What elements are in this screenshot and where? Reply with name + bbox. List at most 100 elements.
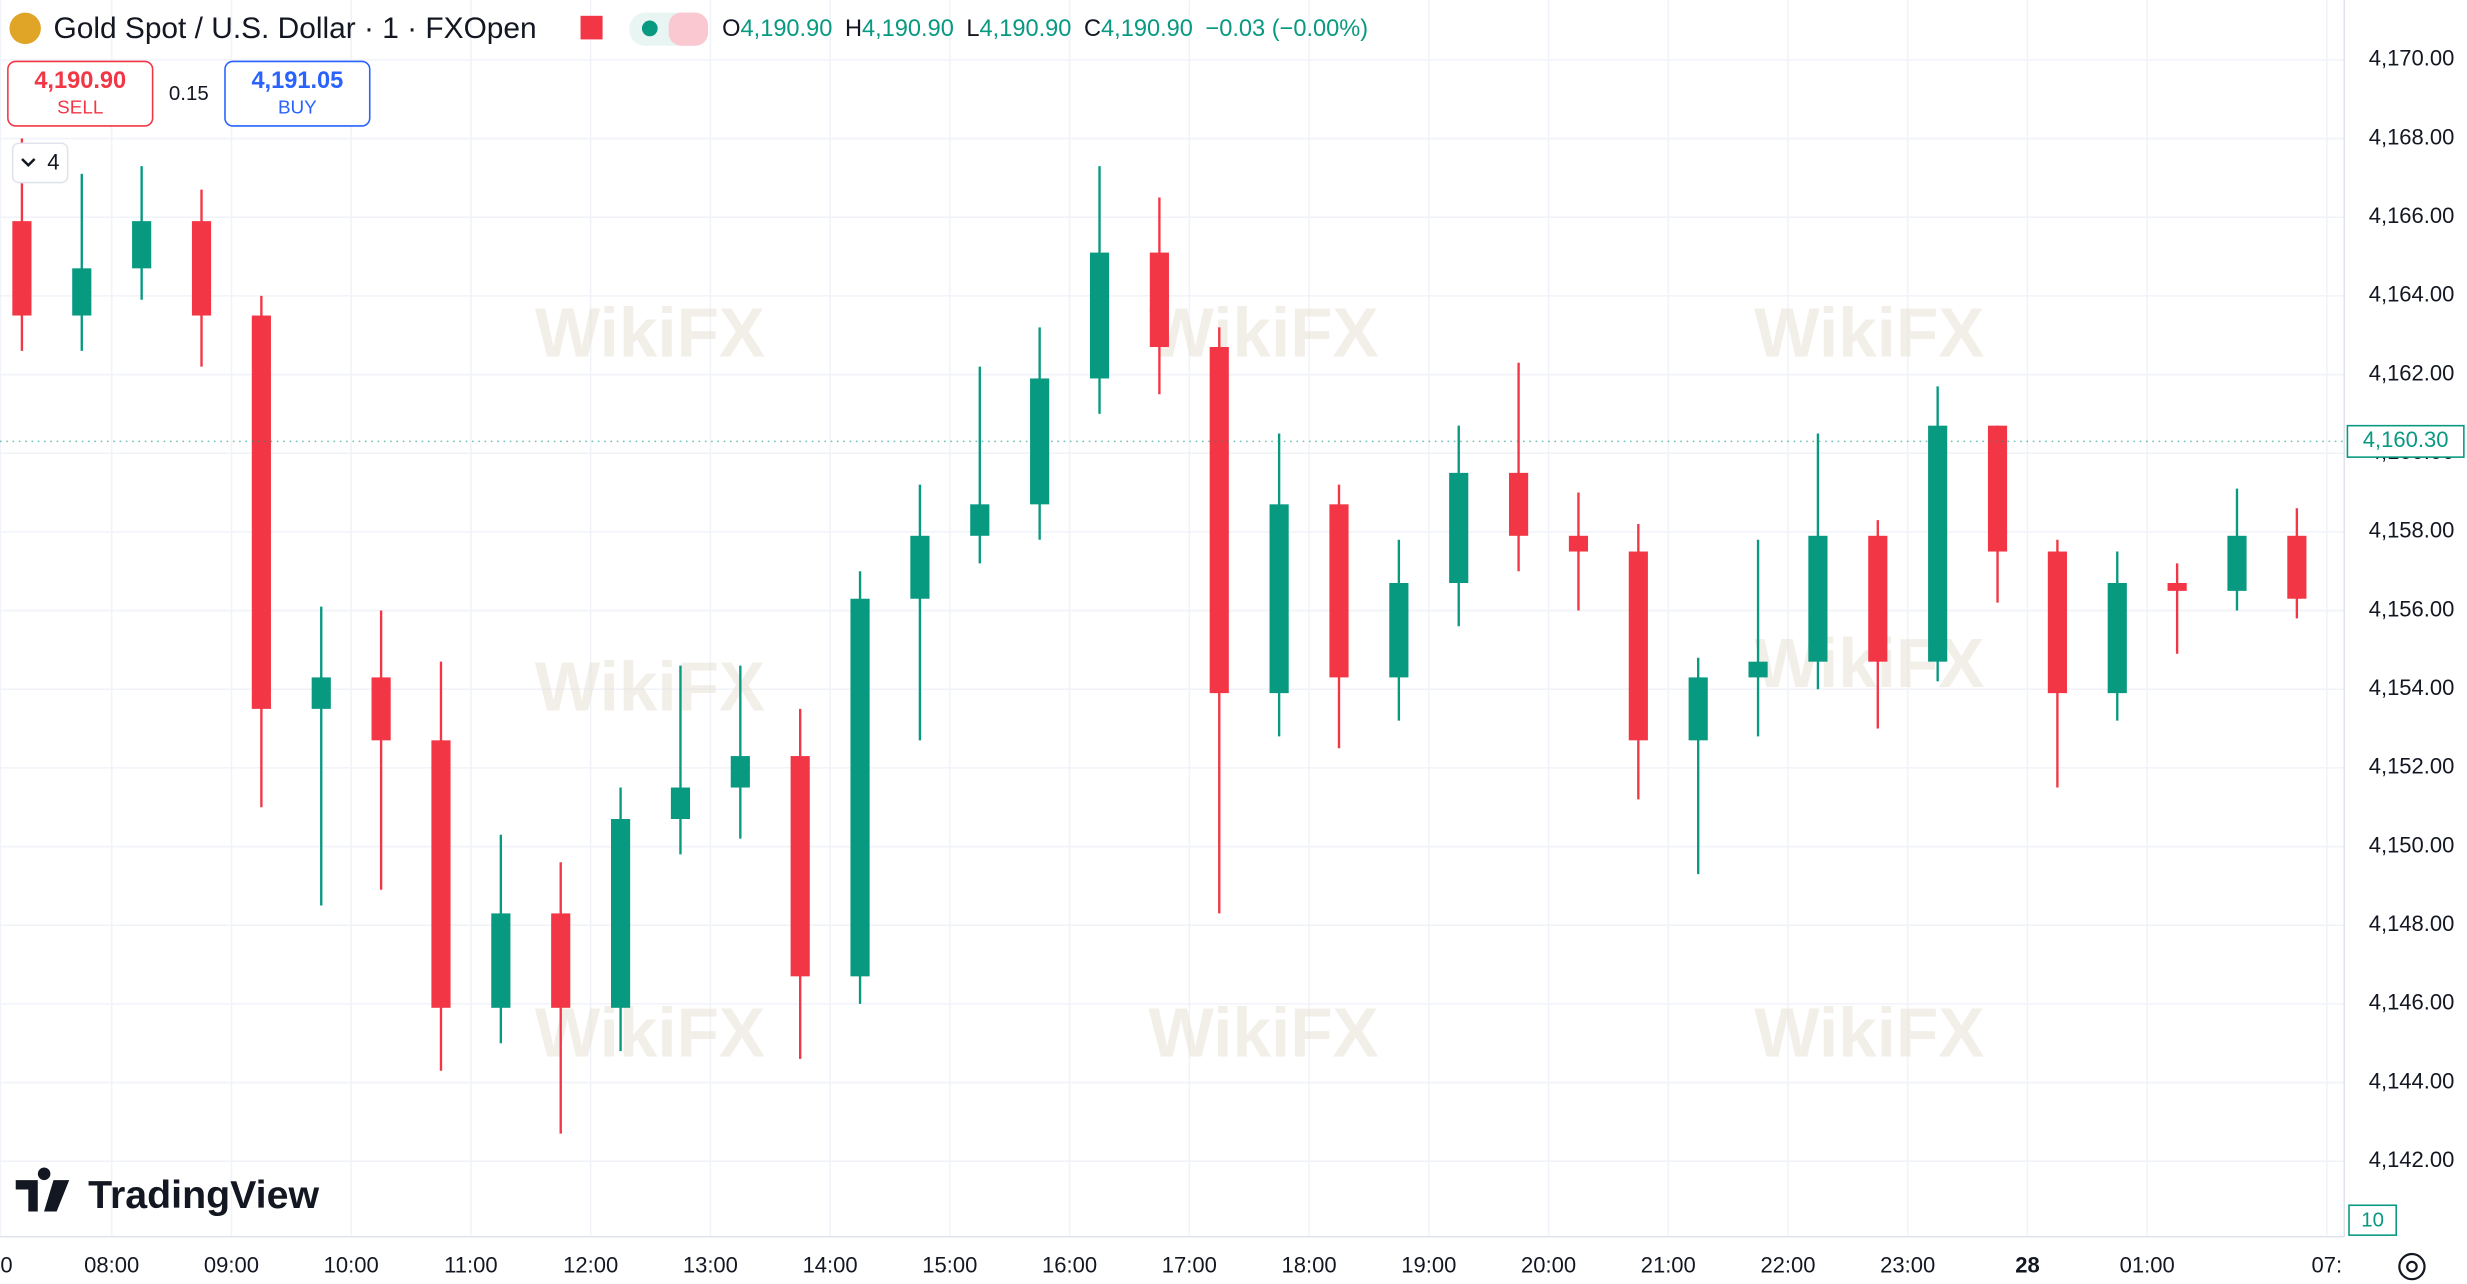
grid: [0, 0, 2345, 1236]
candle-body: [1688, 677, 1708, 741]
y-tick-label: 4,144.00: [2369, 1068, 2455, 1093]
watermark: WikiFX: [1149, 994, 1379, 1072]
indicator-toggle[interactable]: 4: [11, 142, 69, 184]
candle-body: [730, 756, 750, 788]
label: O: [722, 16, 740, 42]
watermarks: WikiFX WikiFX WikiFX WikiFX WikiFX WikiF…: [535, 294, 1984, 1072]
logo: TradingView: [15, 1167, 319, 1217]
value: 4,190.90: [1101, 16, 1193, 42]
delay-icon: [668, 12, 709, 46]
y-tick-label: 4,146.00: [2369, 990, 2455, 1015]
settings-icon-center[interactable]: [2406, 1260, 2418, 1273]
volume-axis-label: 10: [2361, 1208, 2384, 1231]
x-tick-label: 13:00: [683, 1252, 738, 1277]
market-open-dot: [641, 20, 658, 37]
candle-body: [1209, 346, 1229, 694]
candle-body: [1509, 472, 1529, 536]
candle-body: [611, 819, 631, 1008]
y-tick-label: 4,162.00: [2369, 360, 2455, 385]
candle-body: [1449, 472, 1469, 583]
candle-body: [2107, 582, 2127, 694]
axes: 4,142.00 4,144.00 4,146.00 4,148.00 4,150.00…: [0, 46, 2465, 1277]
y-tick-label: 4,152.00: [2369, 754, 2455, 779]
x-tick-label: 23:00: [1880, 1252, 1935, 1277]
buy-button[interactable]: 4,191.05 BUY: [224, 60, 371, 127]
value: 4,190.90: [862, 16, 954, 42]
time-axis-bg: [0, 1236, 2345, 1284]
last-price-label: 4,160.30: [2363, 427, 2449, 452]
x-tick-label: 11:00: [444, 1252, 497, 1277]
x-tick-label: 12:00: [563, 1252, 618, 1277]
x-tick-label: 21:00: [1641, 1252, 1696, 1277]
sell-price[interactable]: 4,190.90: [34, 68, 126, 94]
candle-body: [251, 315, 271, 709]
y-tick-label: 4,168.00: [2369, 124, 2455, 149]
chevron[interactable]: [21, 158, 36, 168]
y-tick-label: 4,148.00: [2369, 911, 2455, 936]
sell-label[interactable]: SELL: [57, 98, 103, 119]
candle-body: [12, 221, 32, 316]
candle-body: [132, 221, 152, 269]
candle-body: [970, 504, 990, 536]
x-tick-label: 17:00: [1162, 1252, 1217, 1277]
watermark: WikiFX: [1754, 294, 1984, 372]
symbol-title: Gold Spot / U.S. Dollar · 1 · FXOpen: [53, 12, 536, 45]
candle-body: [191, 221, 212, 316]
candle-body: [910, 535, 930, 599]
value: 4,190.90: [741, 16, 833, 42]
candle-body: [1269, 504, 1289, 694]
y-tick-label: 4,142.00: [2369, 1147, 2455, 1172]
candle-body: [1628, 551, 1648, 741]
candle-body: [431, 740, 451, 1008]
candle-body: [371, 677, 391, 741]
candle-body: [1928, 425, 1948, 662]
sell-button[interactable]: 4,190.90 SELL: [7, 60, 154, 127]
x-tick-label: 28: [2015, 1252, 2039, 1277]
candle-body: [1808, 535, 1828, 662]
price-axis-bg: [2344, 0, 2467, 1284]
watermark: WikiFX: [535, 294, 765, 372]
y-tick-label: 4,166.00: [2369, 203, 2455, 228]
buy-box[interactable]: [224, 60, 371, 127]
x-tick-label: 07:: [2311, 1252, 2342, 1277]
label: C: [1084, 16, 1101, 42]
candle-body: [1389, 582, 1409, 678]
candle-body: [1329, 504, 1349, 678]
indicator-box[interactable]: [11, 142, 69, 184]
y-tick-label: 4,150.00: [2369, 832, 2455, 857]
candle-body: [2287, 535, 2307, 599]
symbol-icon: [9, 12, 41, 45]
y-tick-label: 4,156.00: [2369, 596, 2455, 621]
y-tick-label: 4,170.00: [2369, 46, 2455, 71]
x-tick-label: 08:00: [84, 1252, 139, 1277]
candle-body: [2227, 535, 2247, 591]
label: L: [966, 16, 979, 42]
candle-body: [850, 598, 870, 977]
y-tick-label: 4,164.00: [2369, 282, 2455, 307]
sell-box[interactable]: [7, 60, 154, 127]
watermark: WikiFX: [535, 994, 765, 1072]
x-tick-label: 01:00: [2120, 1252, 2175, 1277]
y-tick-label: 4,154.00: [2369, 675, 2455, 700]
watermark: WikiFX: [1149, 294, 1379, 372]
x-tick-label: 20:00: [1521, 1252, 1576, 1277]
candle-body: [311, 677, 331, 709]
candle-body: [670, 787, 691, 820]
x-tick-label: 10:00: [324, 1252, 379, 1277]
flag-icon[interactable]: [580, 15, 603, 40]
buy-price[interactable]: 4,191.05: [251, 68, 343, 94]
settings-icon[interactable]: [2398, 1252, 2426, 1281]
x-tick-label: 09:00: [204, 1252, 259, 1277]
watermark: WikiFX: [535, 648, 765, 726]
x-tick-label: 22:00: [1760, 1252, 1815, 1277]
x-tick-label: 16:00: [1042, 1252, 1097, 1277]
candle-body: [1149, 252, 1169, 347]
buy-label[interactable]: BUY: [278, 98, 317, 119]
candle-body: [2047, 551, 2067, 694]
indicator-count[interactable]: 4: [47, 150, 59, 175]
candle-body: [1987, 425, 2008, 552]
candles: [12, 138, 2307, 1134]
change: −0.03 (−0.00%): [1205, 16, 1368, 42]
